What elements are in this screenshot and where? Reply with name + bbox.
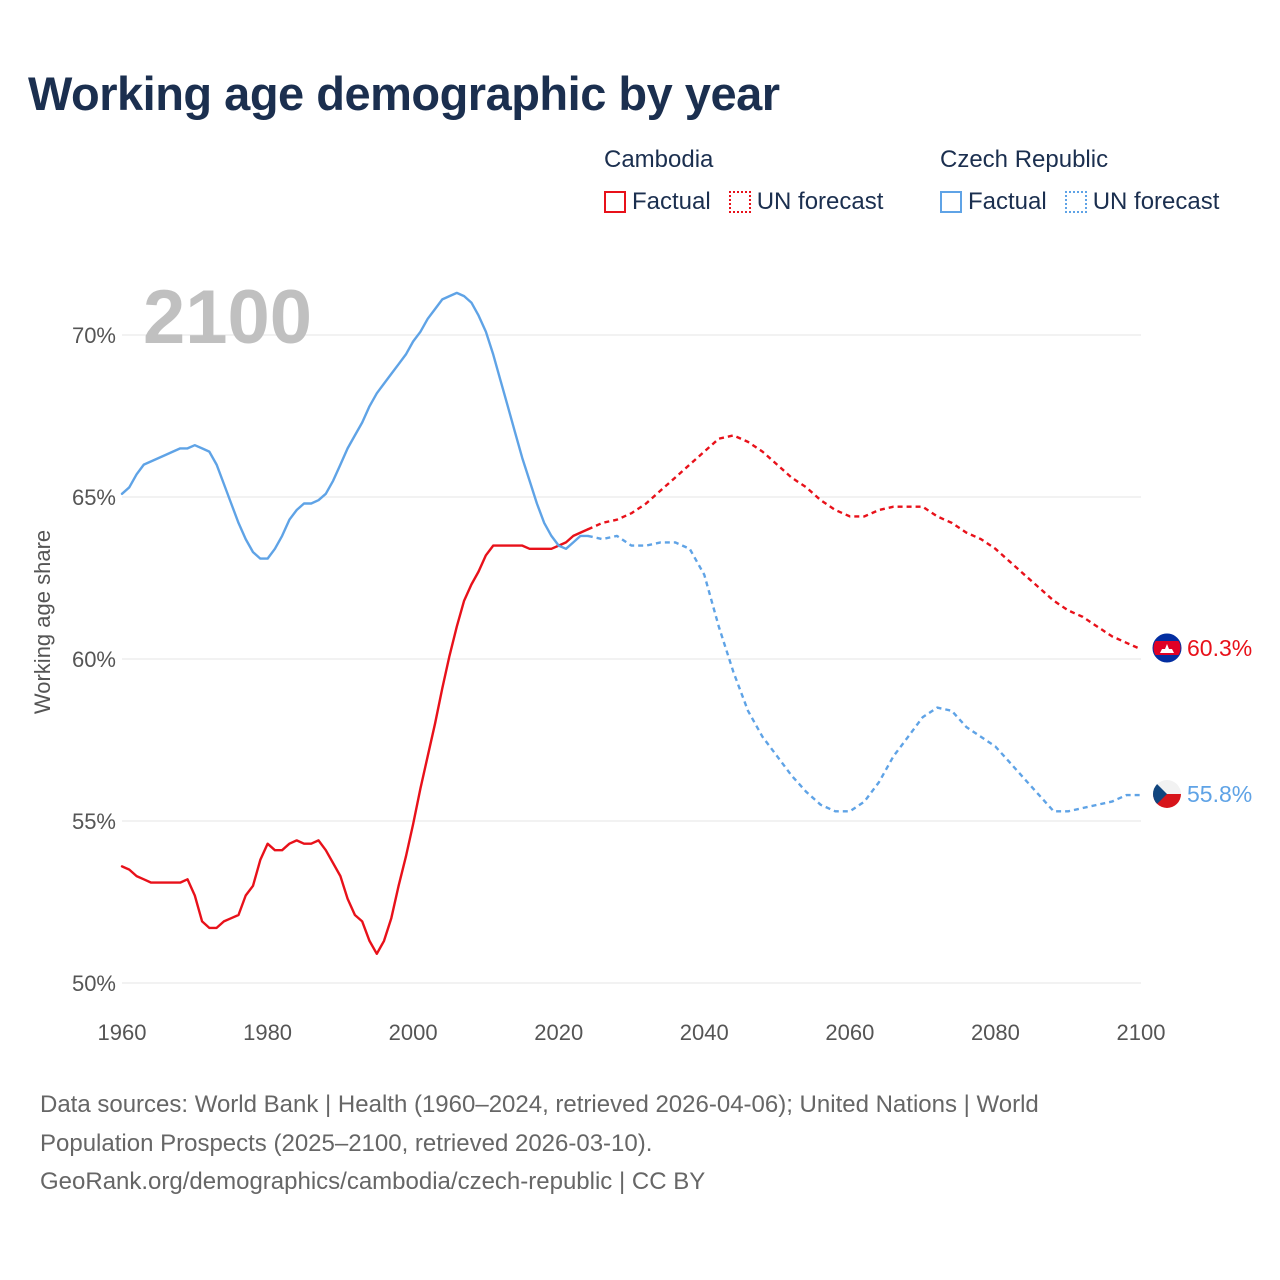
legend-label: UN forecast bbox=[1092, 188, 1220, 215]
x-tick-label: 2100 bbox=[1117, 1020, 1166, 1045]
y-tick-label: 60% bbox=[72, 647, 116, 672]
end-label-cambodia: 60.3% bbox=[1187, 635, 1252, 661]
grid-lines bbox=[122, 334, 1141, 984]
czech-republic-flag-icon bbox=[1153, 780, 1181, 808]
series-line-czech-republic-factual[interactable] bbox=[120, 291, 589, 560]
source-line-2: Population Prospects (2025–2100, retriev… bbox=[40, 1129, 653, 1157]
x-tick-label: 2060 bbox=[825, 1020, 874, 1045]
legend-label: Factual bbox=[632, 188, 711, 215]
year-indicator: 2100 bbox=[143, 275, 312, 360]
x-tick-label: 2020 bbox=[534, 1020, 583, 1045]
source-note: Data sources: World Bank | Health (1960–… bbox=[40, 1086, 1240, 1202]
x-axis: 1960 1980 2000 2020 2040 2060 2080 2100 bbox=[98, 1020, 1166, 1045]
x-tick-label: 2040 bbox=[680, 1020, 729, 1045]
series-line-cambodia-factual[interactable] bbox=[120, 528, 589, 955]
end-label-czech-republic: 55.8% bbox=[1187, 781, 1252, 807]
legend-group-name: Cambodia bbox=[604, 146, 714, 173]
series-line-czech-republic-forecast[interactable] bbox=[587, 534, 1141, 813]
y-tick-label: 55% bbox=[72, 809, 116, 834]
x-tick-label: 1960 bbox=[98, 1020, 147, 1045]
series-line-cambodia-forecast[interactable] bbox=[587, 434, 1142, 651]
chart-title: Working age demographic by year bbox=[28, 67, 780, 120]
legend-swatch-dotted bbox=[1064, 191, 1087, 213]
x-tick-label: 2000 bbox=[389, 1020, 438, 1045]
cambodia-flag-icon bbox=[1152, 633, 1182, 663]
source-line-1: Data sources: World Bank | Health (1960–… bbox=[40, 1091, 1039, 1118]
y-tick-label: 70% bbox=[72, 323, 116, 348]
legend-label: Factual bbox=[968, 188, 1047, 215]
legend-group-czech-republic: Czech Republic Factual UN forecast bbox=[940, 146, 1219, 216]
legend-swatch-solid bbox=[604, 191, 626, 213]
line-chart: 2100 50% 55% 60% 65% 70% 1960 1980 2000 2020 204… bbox=[30, 275, 1252, 1045]
y-axis: 50% 55% 60% 65% 70% bbox=[72, 323, 116, 996]
source-line-3[interactable]: GeoRank.org/demographics/cambodia/czech-… bbox=[40, 1168, 706, 1195]
y-axis-label: Working age share bbox=[30, 530, 55, 714]
legend-item-cambodia-forecast[interactable]: UN forecast bbox=[728, 188, 884, 216]
legend-group-cambodia: Cambodia Factual UN forecast bbox=[604, 146, 883, 216]
legend-item-czech-forecast[interactable]: UN forecast bbox=[1064, 188, 1220, 216]
legend-swatch-solid bbox=[940, 191, 962, 213]
series-group bbox=[120, 291, 1142, 955]
y-tick-label: 50% bbox=[72, 971, 116, 996]
legend-group-name: Czech Republic bbox=[940, 146, 1109, 173]
legend-label: UN forecast bbox=[756, 188, 884, 215]
legend-swatch-dotted bbox=[728, 191, 751, 213]
legend-item-cambodia-factual[interactable]: Factual bbox=[604, 188, 711, 216]
y-tick-label: 65% bbox=[72, 485, 116, 510]
x-tick-label: 2080 bbox=[971, 1020, 1020, 1045]
legend-item-czech-factual[interactable]: Factual bbox=[940, 188, 1047, 216]
x-tick-label: 1980 bbox=[243, 1020, 292, 1045]
